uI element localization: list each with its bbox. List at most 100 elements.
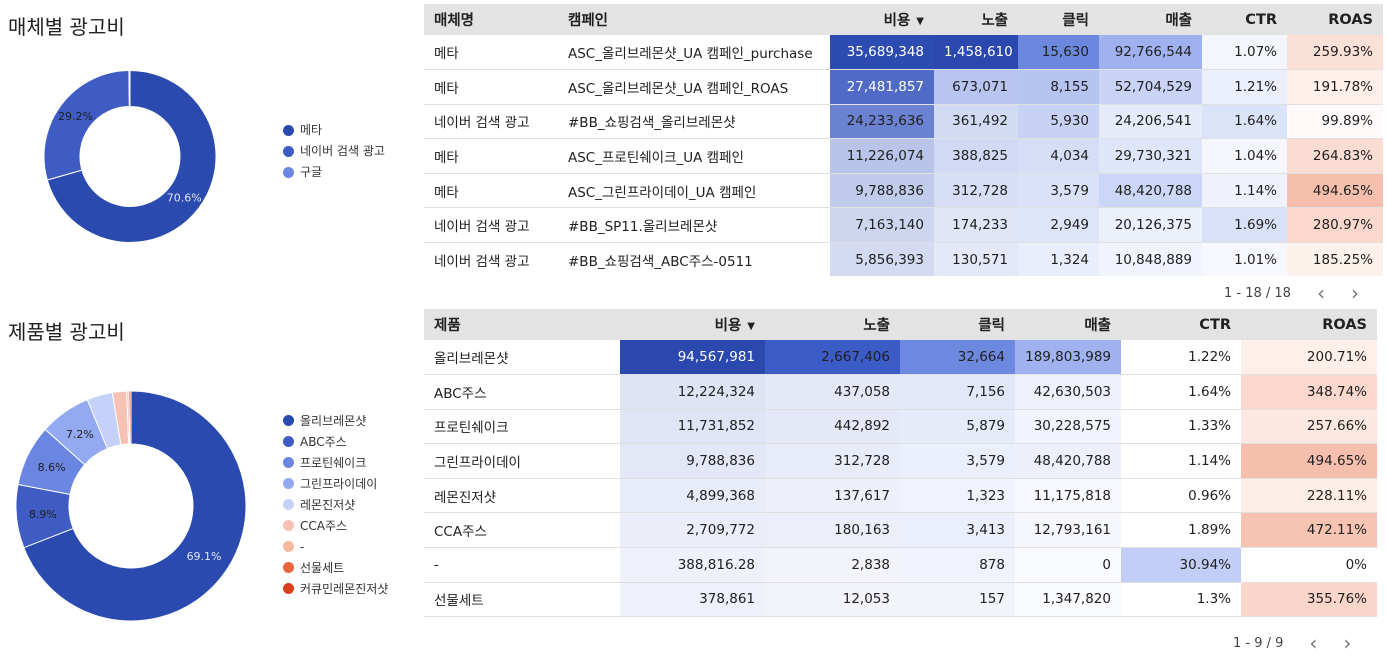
campaign-table-header-label: 비용 — [883, 13, 911, 29]
product-table-header-0[interactable]: 제품 — [424, 309, 620, 340]
legend-item[interactable]: 프로틴쉐이크 — [283, 452, 388, 473]
legend-label: 그린프라이데이 — [300, 477, 378, 491]
product-prev-page-icon[interactable]: ‹ — [1309, 631, 1318, 655]
legend-item[interactable]: 메타 — [283, 120, 385, 141]
product-table-header-5[interactable]: CTR — [1121, 309, 1241, 340]
donut-slice-메타[interactable] — [46, 71, 217, 243]
table-row[interactable]: 메타 ASC_프로틴쉐이크_UA 캠페인 11,226,074 388,825 4,03… — [424, 138, 1383, 174]
table-row[interactable]: 메타 ASC_올리브레몬샷_UA 캠페인_purchase 35,689,348 1,… — [424, 35, 1383, 71]
campaign-prev-page-icon[interactable]: ‹ — [1316, 281, 1325, 305]
table-cell: ABC주스 — [424, 374, 620, 410]
table-cell: 메타 — [424, 138, 558, 174]
campaign-table-header-3[interactable]: 노출 — [934, 4, 1018, 35]
legend-item[interactable]: 올리브레몬샷 — [283, 410, 388, 431]
product-table-header-label: CTR — [1199, 316, 1231, 333]
product-table-header-3[interactable]: 클릭 — [900, 309, 1015, 340]
media-donut-chart[interactable]: 70.6% 29.2% — [37, 71, 223, 243]
table-row[interactable]: 레몬진저샷 4,899,368 137,617 1,323 11,175,818 0.96… — [424, 478, 1377, 514]
media-donut-svg: 70.6% 29.2% — [43, 71, 217, 243]
table-cell: 48,420,788 — [1015, 443, 1121, 479]
table-cell: 1.01% — [1202, 242, 1287, 276]
donut-slice-올리브레몬샷[interactable] — [23, 390, 247, 622]
product-donut-chart[interactable]: 69.1% 8.9% 8.6% 7.2% — [15, 390, 247, 622]
campaign-table-header-1[interactable]: 캠페인 — [558, 4, 830, 35]
table-cell: 92,766,544 — [1099, 35, 1202, 71]
legend-item[interactable]: 네이버 검색 광고 — [283, 141, 385, 162]
table-row[interactable]: ABC주스 12,224,324 437,058 7,156 42,630,503 1.6… — [424, 374, 1377, 410]
table-cell: 494.65% — [1287, 173, 1383, 209]
table-cell: 30,228,575 — [1015, 409, 1121, 445]
table-cell: 2,667,406 — [765, 340, 900, 376]
table-row[interactable]: -388,816.28 2,838 878 0 30.94% 0% — [424, 547, 1377, 583]
campaign-table-header-6[interactable]: CTR — [1202, 4, 1287, 35]
product-donut-svg: 69.1% 8.9% 8.6% 7.2% — [15, 390, 247, 622]
table-cell: #BB_쇼핑검색_ABC주스-0511 — [558, 242, 830, 276]
legend-item[interactable]: CCA주스 — [283, 515, 388, 536]
table-cell: ASC_그린프라이데이_UA 캠페인 — [558, 173, 830, 209]
campaign-table-header-5[interactable]: 매출 — [1099, 4, 1202, 35]
legend-label: 구글 — [300, 165, 323, 179]
table-row[interactable]: 프로틴쉐이크 11,731,852 442,892 5,879 30,228,575 1.… — [424, 409, 1377, 445]
table-cell: 3,579 — [900, 443, 1015, 479]
table-cell: 선물세트 — [424, 582, 620, 618]
donut-slice-네이버 검색 광고[interactable] — [43, 71, 130, 181]
table-cell: 메타 — [424, 69, 558, 105]
legend-item[interactable]: - — [283, 536, 388, 557]
table-cell: 0 — [1015, 547, 1121, 583]
table-cell: 673,071 — [934, 69, 1018, 105]
product-table-header-4[interactable]: 매출 — [1015, 309, 1121, 340]
table-row[interactable]: 네이버 검색 광고 #BB_쇼핑검색_ABC주스-0511 5,856,393 130… — [424, 242, 1383, 276]
legend-item[interactable]: 그린프라이데이 — [283, 473, 388, 494]
table-row[interactable]: 메타 ASC_그린프라이데이_UA 캠페인 9,788,836 312,728 3,57… — [424, 173, 1383, 209]
campaign-table-header-2[interactable]: 비용 ▼ — [830, 4, 934, 35]
table-cell: 0.96% — [1121, 478, 1241, 514]
product-table-header-label: 제품 — [434, 318, 461, 334]
donut-slice-label: 7.2% — [66, 428, 94, 441]
sort-desc-icon[interactable]: ▼ — [916, 15, 924, 27]
legend-item[interactable]: 구글 — [283, 162, 385, 183]
donut-slice-label: 69.1% — [187, 550, 222, 563]
campaign-next-page-icon[interactable]: › — [1350, 281, 1359, 305]
table-cell: 494.65% — [1241, 443, 1377, 479]
table-row[interactable]: 네이버 검색 광고 #BB_쇼핑검색_올리브레몬샷 24,233,636 361,49… — [424, 104, 1383, 140]
campaign-table-header-4[interactable]: 클릭 — [1018, 4, 1099, 35]
table-row[interactable]: 네이버 검색 광고 #BB_SP11.올리브레몬샷 7,163,140 174,233… — [424, 207, 1383, 244]
table-cell: 메타 — [424, 173, 558, 209]
legend-label: 선물세트 — [300, 561, 345, 575]
table-cell: 228.11% — [1241, 478, 1377, 514]
table-cell: 레몬진저샷 — [424, 478, 620, 514]
table-row[interactable]: 그린프라이데이 9,788,836 312,728 3,579 48,420,788 1.… — [424, 443, 1377, 479]
table-cell: ASC_올리브레몬샷_UA 캠페인_ROAS — [558, 69, 830, 105]
campaign-table-header-7[interactable]: ROAS — [1287, 4, 1383, 35]
donut-slice-선물세트[interactable] — [128, 390, 132, 445]
legend-swatch — [283, 499, 294, 510]
campaign-table-header-label: 캠페인 — [568, 13, 609, 29]
product-next-page-icon[interactable]: › — [1343, 631, 1352, 655]
legend-label: 프로틴쉐이크 — [300, 456, 367, 470]
table-cell: 48,420,788 — [1099, 173, 1202, 209]
table-row[interactable]: 메타 ASC_올리브레몬샷_UA 캠페인_ROAS 27,481,857 673,07… — [424, 69, 1383, 105]
table-row[interactable]: 올리브레몬샷 94,567,981 2,667,406 32,664 189,803,9… — [424, 340, 1377, 376]
table-cell: 2,709,772 — [620, 512, 765, 549]
table-row[interactable]: 선물세트 378,861 12,053 157 1,347,820 1.3% 355.76% — [424, 582, 1377, 618]
legend-label: 메타 — [300, 123, 323, 137]
table-row[interactable]: CCA주스 2,709,772 180,163 3,413 12,793,161 1.89… — [424, 512, 1377, 549]
product-table-header-6[interactable]: ROAS — [1241, 309, 1377, 340]
table-cell: 20,126,375 — [1099, 207, 1202, 244]
table-cell: 1.14% — [1202, 173, 1287, 209]
campaign-table-header-0[interactable]: 매체명 — [424, 4, 558, 35]
table-cell: 32,664 — [900, 340, 1015, 376]
legend-item[interactable]: 레몬진저샷 — [283, 494, 388, 515]
table-cell: 878 — [900, 547, 1015, 583]
legend-swatch — [283, 457, 294, 468]
legend-item[interactable]: 커큐민레몬진저샷 — [283, 578, 388, 599]
table-cell: 12,224,324 — [620, 374, 765, 410]
legend-item[interactable]: 선물세트 — [283, 557, 388, 578]
product-table-header-2[interactable]: 노출 — [765, 309, 900, 340]
donut-slice-구글[interactable] — [128, 71, 131, 108]
legend-item[interactable]: ABC주스 — [283, 431, 388, 452]
product-table-header-1[interactable]: 비용 ▼ — [620, 309, 765, 340]
table-cell: 259.93% — [1287, 35, 1383, 71]
sort-desc-icon[interactable]: ▼ — [747, 320, 755, 332]
